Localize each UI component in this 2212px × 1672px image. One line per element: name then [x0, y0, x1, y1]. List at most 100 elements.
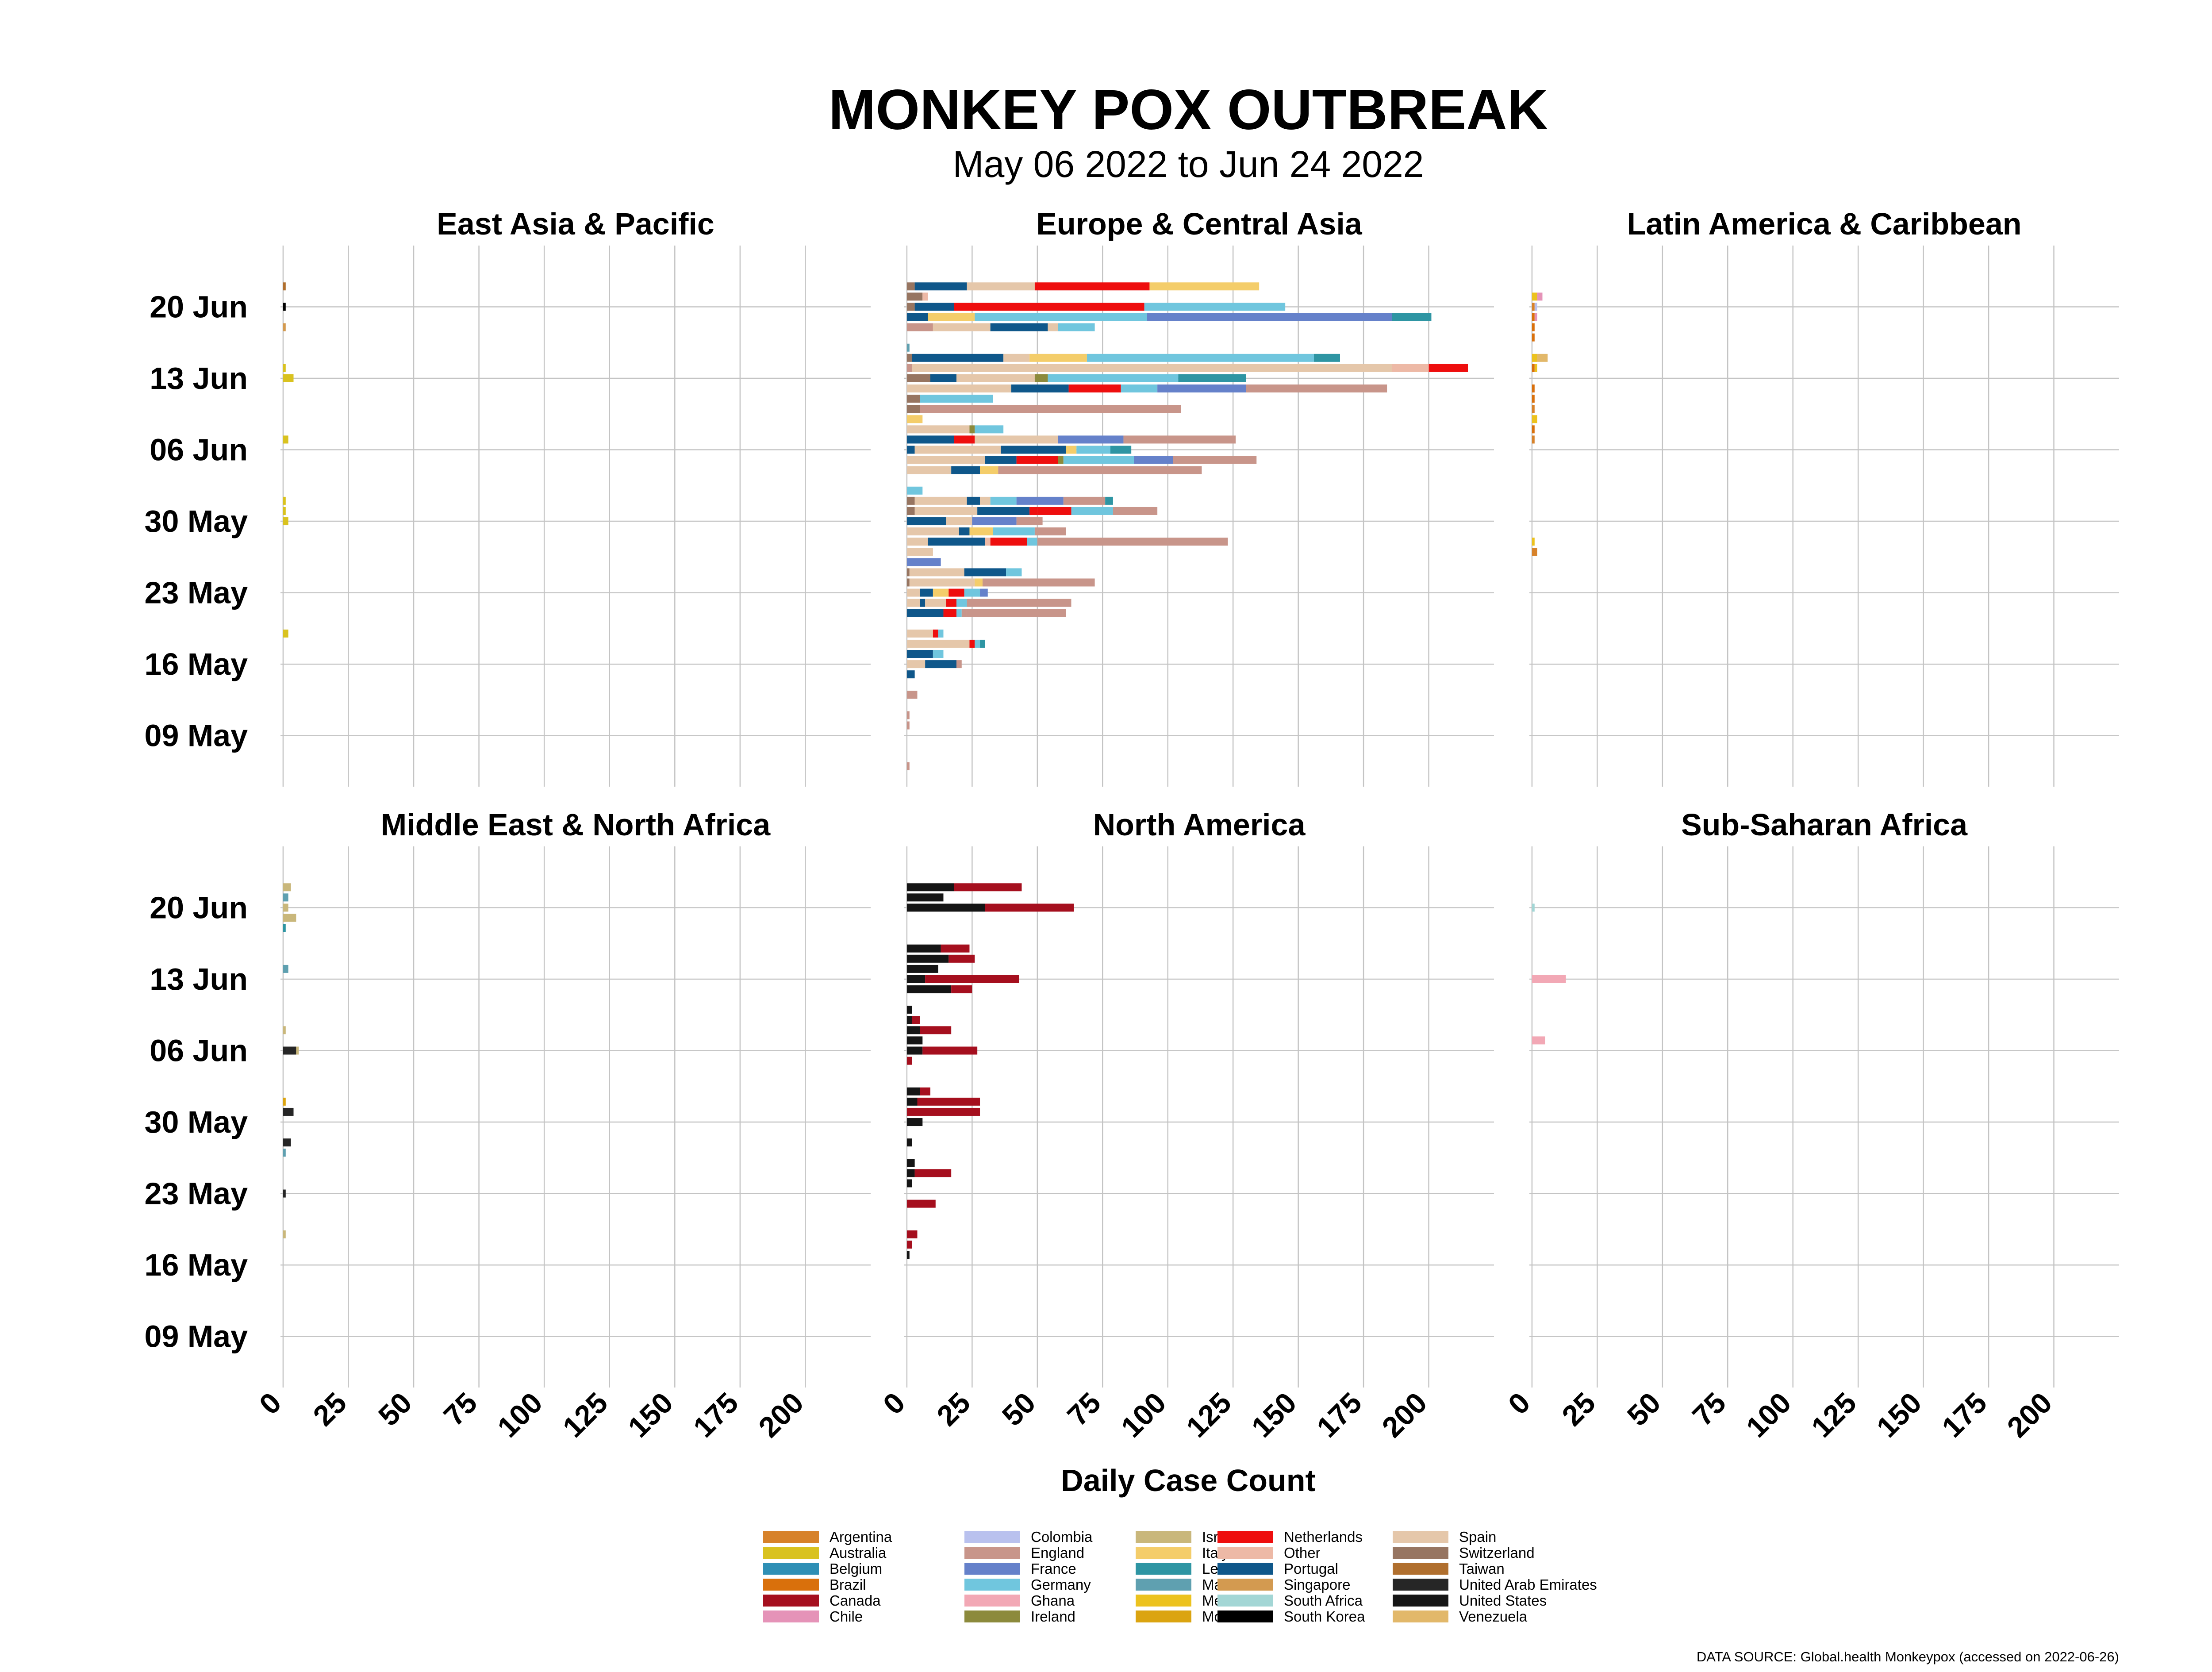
bar-segment-other	[1392, 364, 1429, 372]
bar-segment-netherlands	[933, 629, 938, 638]
bar-segment-france	[980, 588, 988, 597]
legend-item-venezuela: Venezuela	[1393, 1608, 1528, 1625]
bar-segment-portugal	[959, 527, 970, 536]
legend-swatch	[1393, 1595, 1448, 1607]
bar-segment-england	[998, 466, 1202, 474]
facet-title: East Asia & Pacific	[437, 207, 714, 241]
legend-item-germany: Germany	[964, 1576, 1091, 1593]
bar-segment-lebanon	[980, 639, 985, 648]
bar-segment-united-arab-emirates	[283, 1107, 294, 1116]
bar-segment-brazil	[1532, 425, 1535, 434]
legend-swatch	[1393, 1579, 1448, 1591]
bar-segment-united-states	[906, 883, 954, 892]
bar-segment-malta	[283, 965, 288, 973]
bar-segment-singapore	[283, 323, 286, 331]
bar-segment-spain	[1003, 354, 1030, 362]
legend-label: Switzerland	[1459, 1545, 1535, 1561]
bar-segment-england	[906, 323, 933, 331]
bar-segment-united-arab-emirates	[283, 1046, 296, 1055]
legend-label: Argentina	[830, 1529, 892, 1545]
bar-segment-spain	[967, 282, 1035, 291]
bar-segment-spain	[909, 568, 964, 577]
y-tick-label: 06 Jun	[150, 1034, 248, 1068]
facet-east-asia-pacific: East Asia & Pacific 09 May 16 May 23 May 30 …	[145, 207, 871, 787]
bar-segment-lebanon	[1314, 354, 1340, 362]
bar-segment-switzerland	[906, 374, 930, 382]
bar-segment-ghana	[1532, 975, 1566, 983]
facet-title: Sub-Saharan Africa	[1681, 807, 1968, 842]
legend-swatch	[1136, 1611, 1191, 1622]
bar-segment-australia	[283, 374, 294, 382]
bar-segment-united-states	[906, 893, 944, 902]
bar-segment-spain	[914, 496, 967, 505]
bar-segment-australia	[283, 435, 288, 444]
bar-segment-australia	[283, 507, 286, 515]
bar-segment-canada	[922, 1046, 978, 1055]
bar-segment-germany	[964, 588, 980, 597]
bar-segment-england	[906, 762, 910, 770]
bar-segment-spain	[906, 548, 933, 556]
legend-swatch	[763, 1563, 819, 1575]
bar-segment-morocco	[283, 1097, 286, 1106]
legend-item-united-arab-emirates: United Arab Emirates	[1393, 1576, 1597, 1593]
bar-segment-canada	[949, 954, 975, 963]
y-tick-label: 23 May	[145, 1176, 248, 1211]
legend-label: Taiwan	[1459, 1561, 1505, 1577]
bar-segment-lebanon	[1178, 374, 1246, 382]
legend-item-spain: Spain	[1393, 1529, 1496, 1545]
legend-item-switzerland: Switzerland	[1393, 1545, 1535, 1561]
legend-swatch	[964, 1611, 1020, 1622]
bar-segment-united-states	[906, 903, 985, 912]
facet-latin-america-caribbean: Latin America & Caribbean	[1529, 207, 2119, 787]
legend-label: Belgium	[830, 1561, 882, 1577]
bar-segment-portugal	[1011, 384, 1069, 393]
bar-segment-switzerland	[906, 303, 915, 311]
legend-item-australia: Australia	[763, 1545, 887, 1561]
legend-item-south-korea: South Korea	[1217, 1608, 1365, 1625]
bar-segment-portugal	[967, 496, 980, 505]
bar-segment-france	[1134, 456, 1173, 464]
legend-swatch	[1136, 1531, 1191, 1543]
bar-segment-united-states	[906, 1006, 912, 1014]
bar-segment-italy	[1149, 282, 1260, 291]
bar-segment-italy	[933, 588, 949, 597]
bar-segment-portugal	[906, 517, 946, 526]
bar-segment-argentina	[1532, 435, 1535, 444]
bar-segment-malta	[283, 893, 288, 902]
bar-segment-portugal	[977, 507, 1030, 515]
bar-segment-ireland	[1034, 374, 1048, 382]
bar-segment-united-states	[906, 975, 926, 983]
facet-north-america: North America	[904, 807, 1494, 1388]
bar-segment-canada	[906, 1230, 918, 1238]
bar-segment-lebanon	[283, 924, 286, 932]
legend-label: South Korea	[1284, 1608, 1365, 1625]
bar-segment-france	[972, 517, 1017, 526]
bar-segment-brazil	[1532, 395, 1535, 403]
bar-segment-france	[906, 558, 941, 566]
bar-segment-israel	[296, 1046, 299, 1055]
bar-segment-italy	[975, 578, 983, 587]
bar-segment-france	[1157, 384, 1246, 393]
bar-segment-netherlands	[1429, 364, 1468, 372]
legend-swatch	[1217, 1579, 1273, 1591]
bar-segment-england	[1016, 517, 1043, 526]
bar-segment-argentina	[1532, 548, 1537, 556]
bar-segment-canada	[906, 1199, 936, 1208]
bar-segment-switzerland	[906, 354, 912, 362]
legend: ArgentinaAustraliaBelgiumBrazilCanadaChi…	[763, 1529, 1597, 1625]
legend-swatch	[763, 1579, 819, 1591]
bar-segment-italy	[969, 527, 993, 536]
y-tick-label: 30 May	[145, 504, 248, 538]
bar-segment-netherlands	[954, 435, 975, 444]
bar-segment-taiwan	[283, 282, 286, 291]
legend-swatch	[1393, 1563, 1448, 1575]
bar-segment-italy	[928, 313, 975, 321]
bar-segment-united-states	[906, 1138, 912, 1147]
x-axis-label: Daily Case Count	[1061, 1463, 1316, 1498]
bar-segment-brazil	[1532, 333, 1535, 342]
bar-segment-netherlands	[969, 639, 975, 648]
legend-label: France	[1031, 1561, 1076, 1577]
bar-segment-united-states	[906, 1046, 923, 1055]
legend-swatch	[964, 1531, 1020, 1543]
bar-segment-england	[967, 599, 1071, 607]
